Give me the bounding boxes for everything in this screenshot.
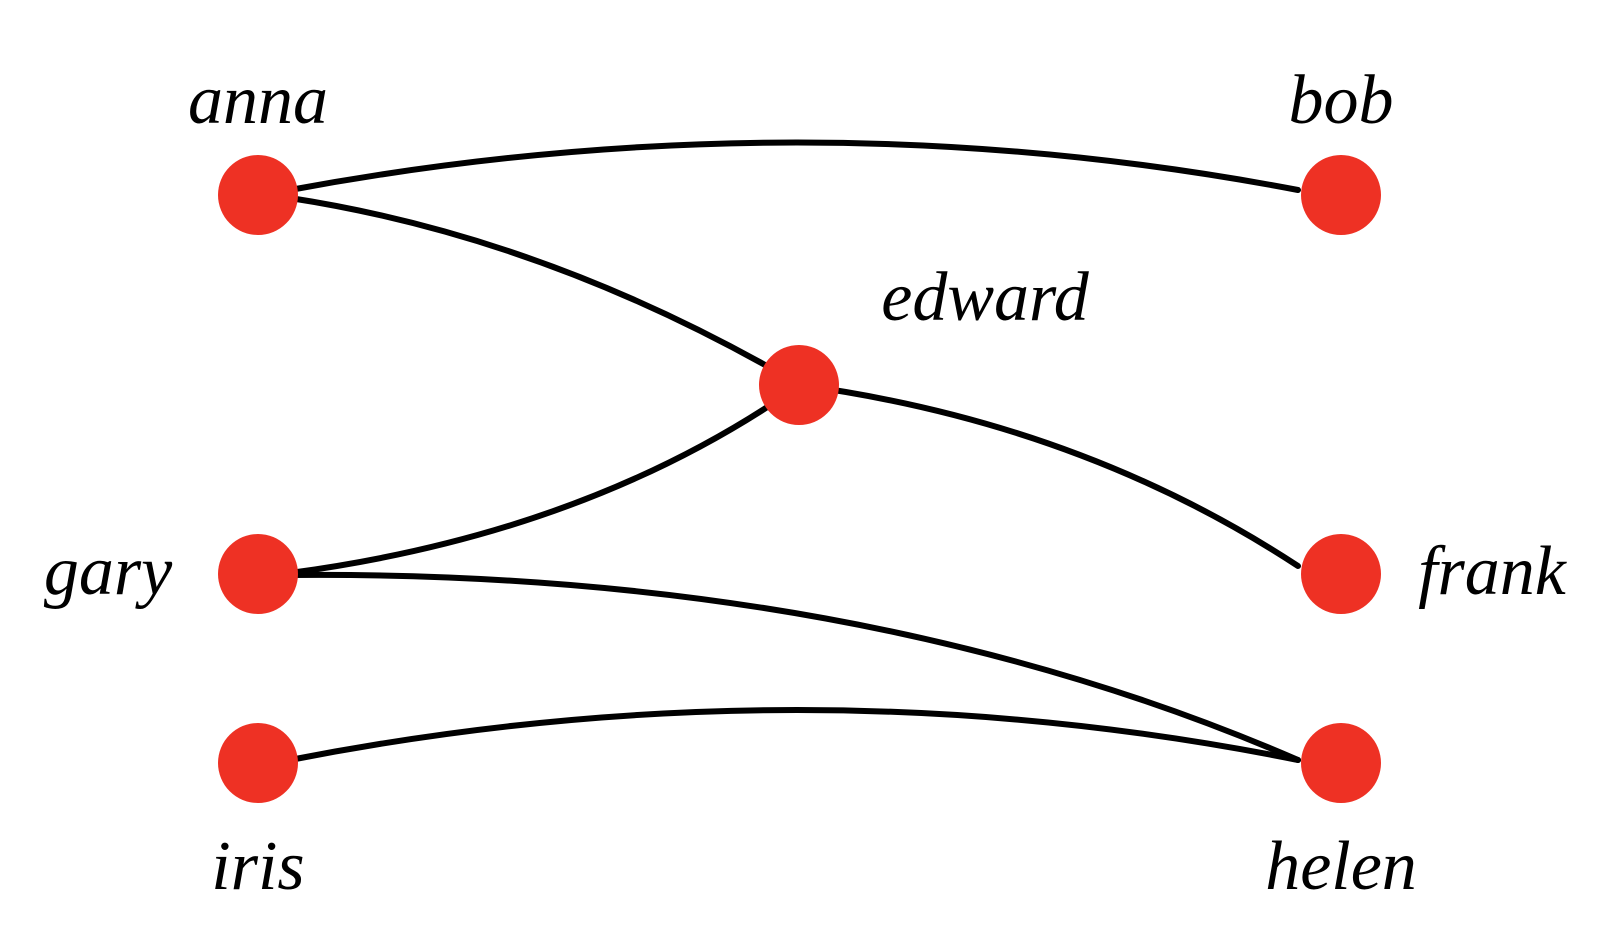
node-label-anna: anna [188,62,328,139]
node-label-gary: gary [44,533,173,610]
nodes [218,155,1381,803]
node-edward[interactable] [759,345,839,425]
edge-gary-helen [287,571,1301,763]
node-helen[interactable] [1301,723,1381,803]
edge-edward-gary [287,382,803,576]
edge-iris-helen [287,707,1301,763]
node-bob[interactable] [1301,155,1381,235]
node-anna[interactable] [218,155,298,235]
node-labels: anna bob edward gary frank iris helen [44,62,1568,905]
edge-anna-edward [287,195,803,388]
edge-edward-frank [797,382,1301,569]
node-label-frank: frank [1418,533,1568,610]
node-label-edward: edward [881,259,1089,336]
node-label-helen: helen [1265,828,1417,905]
node-frank[interactable] [1301,534,1381,614]
edge-anna-bob [287,139,1301,193]
node-label-bob: bob [1289,62,1394,139]
edges [287,139,1301,763]
node-iris[interactable] [218,723,298,803]
node-gary[interactable] [218,534,298,614]
node-label-iris: iris [211,828,304,905]
